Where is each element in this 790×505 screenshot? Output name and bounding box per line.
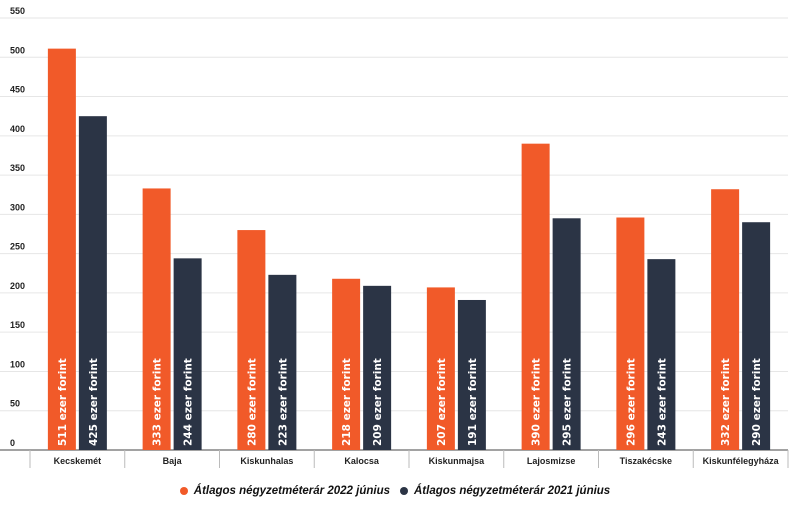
y-tick-label-0: 0 xyxy=(10,438,15,448)
x-tick-label-6: Tiszakécske xyxy=(620,456,672,466)
legend-label-2021: Átlagos négyzetméterár 2021 június xyxy=(414,485,611,497)
bar-2021-2 xyxy=(268,274,297,450)
data-label-2022-4: 207 ezer forint xyxy=(436,358,448,446)
bar-2021-3 xyxy=(363,285,392,450)
bar-2021-1 xyxy=(173,258,202,450)
bar-2021-6 xyxy=(647,259,676,450)
bar-2021-7 xyxy=(742,222,771,450)
y-tick-label-550: 550 xyxy=(10,6,25,16)
x-tick-label-7: Kiskunfélegyháza xyxy=(703,456,780,466)
y-tick-label-350: 350 xyxy=(10,163,25,173)
y-tick-label-100: 100 xyxy=(10,359,25,369)
bar-2022-3 xyxy=(332,278,361,450)
legend-marker-2022 xyxy=(179,487,188,495)
y-tick-label-250: 250 xyxy=(10,242,25,252)
y-tick-label-150: 150 xyxy=(10,320,25,330)
x-tick-label-1: Baja xyxy=(163,456,183,466)
data-label-2021-1: 244 ezer forint xyxy=(183,358,195,446)
data-label-2021-5: 295 ezer forint xyxy=(562,358,574,446)
x-tick-label-5: Lajosmizse xyxy=(527,456,576,466)
data-label-2021-3: 209 ezer forint xyxy=(372,358,384,446)
bar-2021-4 xyxy=(457,299,486,450)
data-label-2021-4: 191 ezer forint xyxy=(467,358,479,446)
bar-2022-7 xyxy=(711,189,740,450)
bar-2022-4 xyxy=(426,287,455,450)
data-label-2022-1: 333 ezer forint xyxy=(152,358,164,446)
bar-2022-0 xyxy=(47,48,76,451)
x-tick-label-3: Kalocsa xyxy=(344,456,380,466)
bar-2022-6 xyxy=(616,217,645,450)
legend-label-2022: Átlagos négyzetméterár 2022 június xyxy=(193,485,390,497)
legend-item-2021: Átlagos négyzetméterár 2021 június xyxy=(400,485,610,497)
data-label-2022-5: 390 ezer forint xyxy=(531,358,543,446)
y-tick-label-200: 200 xyxy=(10,281,25,291)
y-tick-label-50: 50 xyxy=(10,399,20,409)
y-tick-label-500: 500 xyxy=(10,45,25,55)
data-label-2021-6: 243 ezer forint xyxy=(656,358,668,446)
data-label-2022-7: 332 ezer forint xyxy=(720,358,732,446)
bar-2022-2 xyxy=(237,230,266,450)
legend-item-2022: Átlagos négyzetméterár 2022 június xyxy=(179,485,390,497)
bar-2021-0 xyxy=(78,116,107,450)
bar-2022-5 xyxy=(521,143,550,450)
x-tick-label-2: Kiskunhalas xyxy=(240,456,293,466)
y-tick-label-400: 400 xyxy=(10,124,25,134)
x-tick-label-4: Kiskunmajsa xyxy=(429,456,486,466)
data-label-2021-7: 290 ezer forint xyxy=(751,358,763,446)
data-label-2022-3: 218 ezer forint xyxy=(341,358,353,446)
y-tick-label-300: 300 xyxy=(10,202,25,212)
data-label-2022-6: 296 ezer forint xyxy=(625,358,637,446)
data-label-2022-2: 280 ezer forint xyxy=(246,358,258,446)
bar-chart: 0 50 100 150 200 250 300 350 400 450 500 550 511 eze… xyxy=(0,6,789,468)
x-tick-label-0: Kecskemét xyxy=(54,456,102,466)
data-label-2022-0: 511 ezer forint xyxy=(57,358,69,446)
bar-2021-5 xyxy=(552,218,581,450)
legend-marker-2021 xyxy=(400,487,408,495)
legend: Átlagos négyzetméterár 2022 június Átlag… xyxy=(0,485,790,497)
data-label-2021-0: 425 ezer forint xyxy=(88,358,100,446)
y-tick-label-450: 450 xyxy=(10,85,25,95)
data-label-2021-2: 223 ezer forint xyxy=(277,358,289,446)
bar-2022-1 xyxy=(142,188,171,450)
